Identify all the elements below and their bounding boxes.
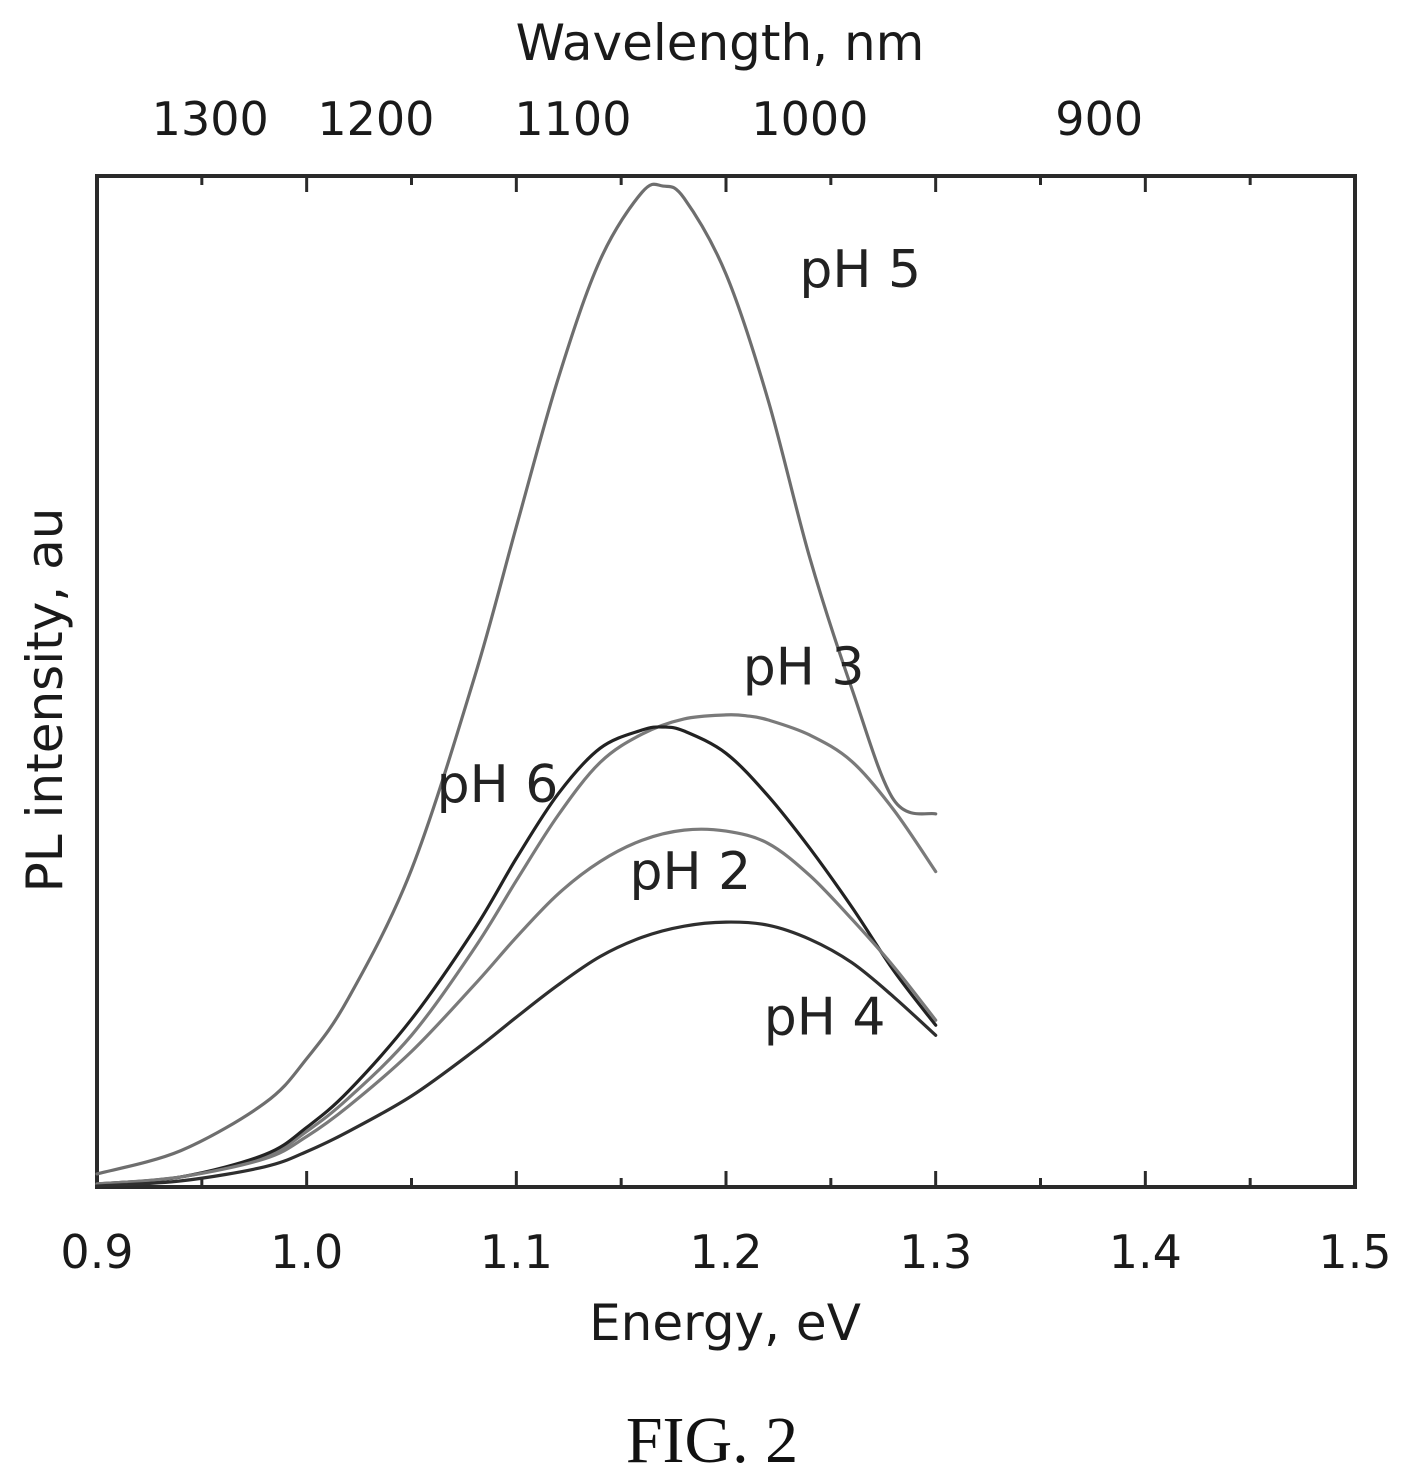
label-ph-5: pH 5 — [799, 240, 921, 300]
wavelength-tick-label: 1300 — [152, 92, 269, 146]
x-tick-label: 1.0 — [270, 1225, 343, 1279]
curve-ph-5 — [95, 182, 938, 1176]
label-ph-3: pH 3 — [743, 638, 865, 698]
top-axis-ticks: 1300 1200 1100 1000 900 — [152, 92, 1143, 146]
bottom-axis-title: Energy, eV — [589, 1294, 861, 1352]
label-ph-2: pH 2 — [630, 842, 752, 902]
bottom-axis-ticks: 0.9 1.0 1.1 1.2 1.3 1.4 1.5 — [60, 176, 1392, 1279]
x-tick-label: 1.2 — [689, 1225, 762, 1279]
x-tick-label: 1.3 — [899, 1225, 972, 1279]
x-tick-label: 0.9 — [60, 1225, 133, 1279]
curve-ph-6 — [95, 725, 938, 1186]
curve-labels: pH 5 pH 3 pH 6 pH 2 pH 4 — [437, 240, 921, 1047]
wavelength-tick-label: 1000 — [751, 92, 868, 146]
x-tick-label: 1.1 — [480, 1225, 553, 1279]
x-tick-label: 1.4 — [1109, 1225, 1182, 1279]
wavelength-tick-label: 900 — [1055, 92, 1143, 146]
wavelength-tick-label: 1200 — [317, 92, 434, 146]
top-axis-title: Wavelength, nm — [516, 14, 925, 72]
label-ph-4: pH 4 — [764, 987, 886, 1047]
curve-ph-3 — [95, 713, 938, 1186]
curves — [95, 182, 938, 1188]
label-ph-6: pH 6 — [437, 755, 559, 815]
figure-caption: FIG. 2 — [626, 1404, 798, 1477]
curve-ph-4 — [95, 920, 938, 1188]
curve-ph-2 — [95, 827, 938, 1186]
wavelength-tick-label: 1100 — [514, 92, 631, 146]
y-axis-title: PL intensity, au — [16, 508, 74, 893]
x-tick-label: 1.5 — [1318, 1225, 1391, 1279]
plot-frame — [95, 174, 1357, 1189]
